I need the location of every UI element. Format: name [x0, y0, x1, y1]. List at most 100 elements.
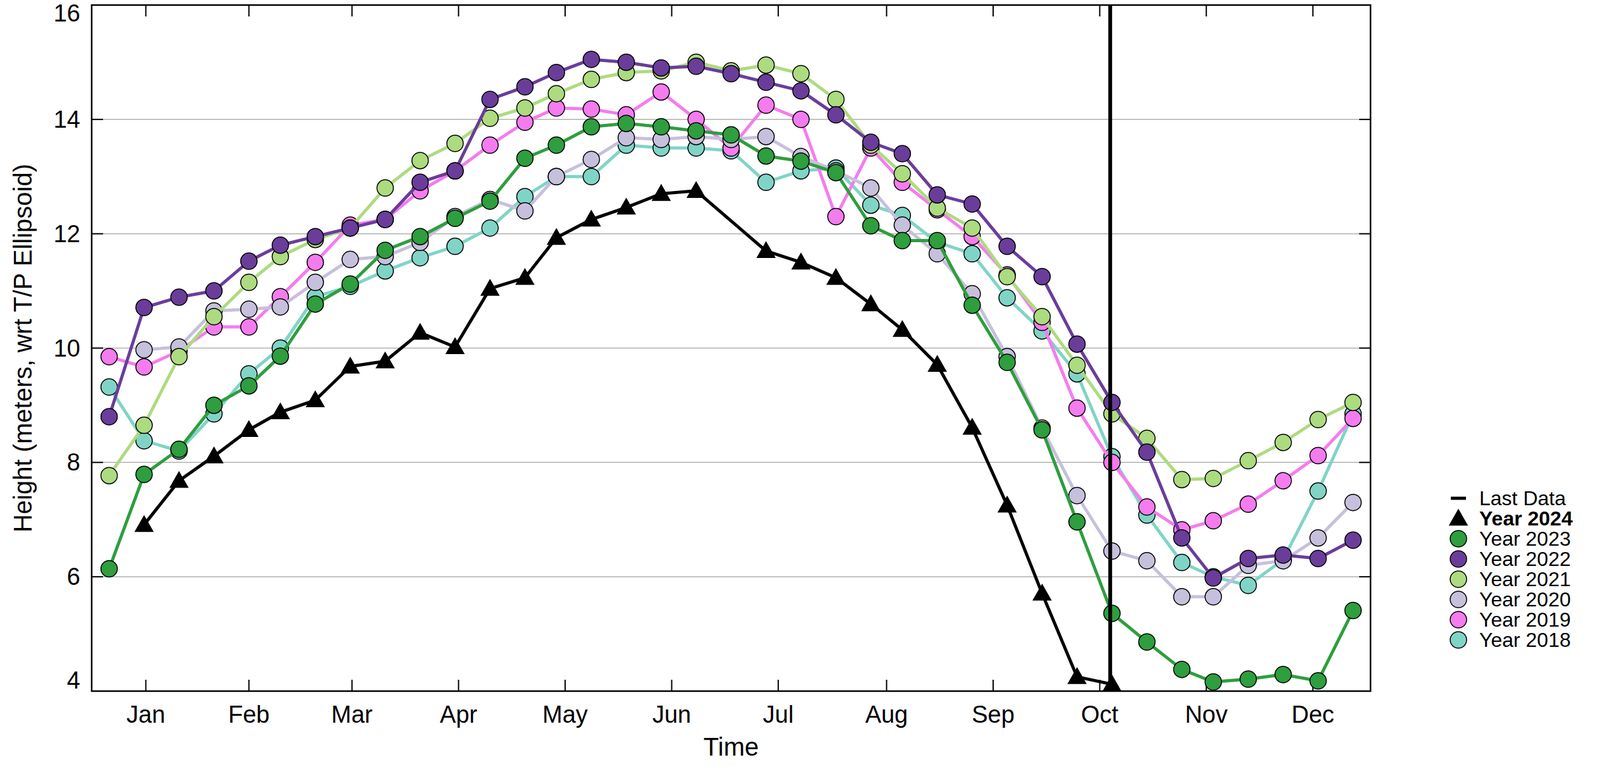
- point: [1068, 335, 1086, 353]
- point: [792, 82, 810, 100]
- y-tick: [1359, 347, 1371, 349]
- series-line: [109, 91, 1354, 530]
- point: [1309, 672, 1327, 690]
- point: [652, 184, 671, 201]
- series: [101, 115, 1362, 690]
- x-tick: [145, 5, 147, 17]
- point: [1309, 446, 1327, 464]
- point: [341, 275, 359, 293]
- point: [411, 323, 430, 340]
- point: [964, 297, 981, 314]
- point: [757, 73, 775, 91]
- point: [307, 274, 324, 291]
- point: [1033, 308, 1051, 325]
- point: [757, 128, 775, 145]
- point: [1033, 421, 1051, 439]
- y-tick: [1359, 575, 1371, 578]
- x-tick-label: Aug: [865, 701, 909, 728]
- point: [135, 417, 153, 434]
- point: [1344, 531, 1362, 549]
- point: [757, 173, 775, 191]
- x-tick: [671, 5, 673, 17]
- point: [893, 216, 911, 234]
- x-tick: [564, 5, 566, 17]
- point: [170, 288, 188, 306]
- point: [862, 179, 880, 196]
- x-tick: [457, 5, 459, 17]
- point: [687, 182, 705, 198]
- point: [307, 254, 324, 271]
- point: [792, 111, 810, 128]
- point: [1068, 487, 1086, 504]
- point: [481, 192, 499, 210]
- legend-swatch: [1450, 591, 1467, 608]
- point: [582, 101, 600, 118]
- point: [1344, 410, 1362, 427]
- point: [240, 252, 258, 270]
- x-tick-label: Feb: [228, 701, 270, 728]
- y-tick: [1359, 118, 1371, 121]
- point: [618, 53, 635, 71]
- point: [862, 134, 880, 151]
- x-tick-label: May: [542, 701, 588, 728]
- point: [446, 135, 464, 152]
- legend-swatch: [1450, 530, 1467, 547]
- legend-label: Year 2021: [1479, 567, 1571, 591]
- x-tick: [885, 5, 887, 17]
- legend-swatch: [1450, 611, 1467, 628]
- point: [205, 308, 222, 325]
- series-line: [144, 136, 1353, 597]
- point: [1068, 357, 1086, 374]
- point: [1138, 633, 1155, 650]
- point: [653, 83, 670, 100]
- x-tick: [992, 679, 994, 691]
- point: [653, 118, 670, 136]
- series: [135, 128, 1362, 605]
- point: [928, 355, 947, 372]
- point: [827, 208, 844, 226]
- point: [1204, 673, 1222, 691]
- point: [1204, 588, 1222, 605]
- x-axis-label: Time: [703, 732, 759, 761]
- y-tick-label: 6: [67, 563, 81, 590]
- point: [1173, 661, 1191, 678]
- point: [1068, 667, 1087, 684]
- y-tick-label: 10: [53, 335, 81, 362]
- point: [481, 91, 499, 108]
- point: [307, 295, 324, 313]
- point: [1275, 434, 1292, 451]
- point: [998, 289, 1016, 306]
- point: [548, 168, 565, 185]
- x-tick: [1205, 5, 1207, 17]
- y-tick: [1359, 461, 1371, 463]
- point: [135, 358, 153, 375]
- point: [582, 51, 600, 68]
- y-tick-label: 8: [67, 448, 81, 476]
- point: [170, 441, 188, 458]
- grid-line: [91, 462, 1371, 464]
- legend-label: Year 2022: [1479, 547, 1571, 571]
- plot-area: [101, 5, 1362, 691]
- y-tick-label: 4: [67, 666, 81, 694]
- point: [271, 403, 289, 420]
- x-tick: [1099, 5, 1101, 17]
- legend-label: Year 2018: [1479, 628, 1571, 652]
- point: [757, 147, 775, 165]
- point: [307, 228, 324, 245]
- point: [481, 219, 499, 237]
- point: [271, 347, 289, 365]
- point: [240, 274, 258, 291]
- x-tick-label: Jul: [763, 701, 794, 728]
- point: [547, 228, 566, 245]
- point: [1344, 494, 1362, 511]
- point: [757, 56, 775, 74]
- point: [240, 318, 258, 336]
- point: [412, 173, 429, 191]
- point: [135, 299, 153, 316]
- point: [862, 217, 880, 234]
- point: [271, 298, 289, 315]
- point: [582, 210, 600, 227]
- point: [446, 238, 464, 255]
- point: [687, 58, 705, 75]
- point: [516, 78, 533, 95]
